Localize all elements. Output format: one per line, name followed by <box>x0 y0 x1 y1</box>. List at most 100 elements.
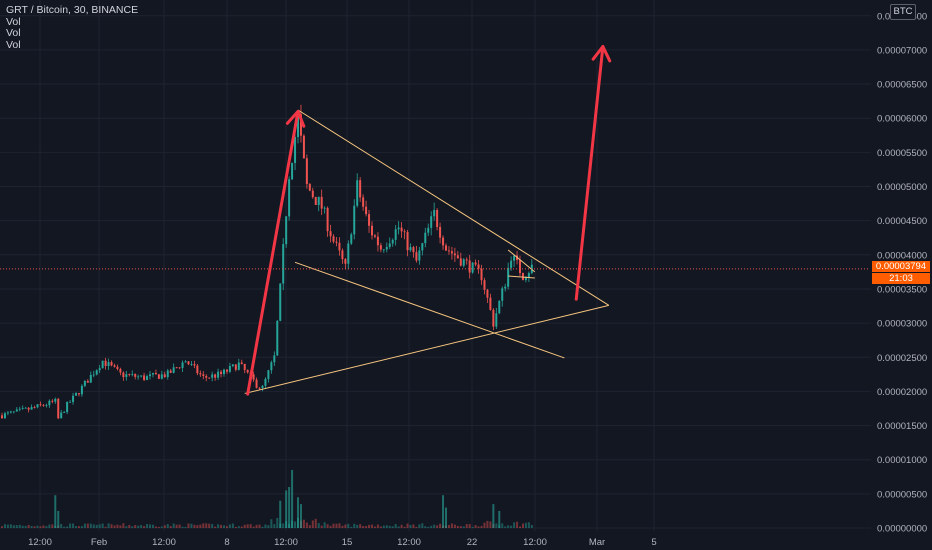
x-tick-label: Feb <box>91 537 107 548</box>
volume-spike <box>445 507 447 528</box>
symbol-title[interactable]: GRT / Bitcoin, 30, BINANCE <box>6 4 139 16</box>
volume-bar <box>220 524 223 528</box>
volume-bar <box>137 525 140 528</box>
volume-bar <box>89 523 92 528</box>
volume-bar <box>128 524 131 528</box>
volume-bar <box>199 524 202 528</box>
candle-body <box>223 369 225 375</box>
volume-bar <box>151 524 154 528</box>
trend-line <box>297 109 610 306</box>
volume-bar <box>80 526 83 528</box>
candle-body <box>276 320 279 356</box>
volume-bar <box>246 524 249 528</box>
volume-bar <box>157 526 160 528</box>
indicator-vol-2[interactable]: Vol <box>6 27 21 39</box>
volume-bar <box>172 523 175 528</box>
volume-bar <box>406 523 409 528</box>
volume-bar <box>524 522 527 528</box>
volume-bar <box>190 523 193 528</box>
y-tick-label: 0.00003500 <box>877 284 927 295</box>
candle-body <box>234 364 237 370</box>
time-scale[interactable] <box>0 531 871 550</box>
volume-bar <box>418 524 421 528</box>
candle-body <box>264 378 267 386</box>
volume-bar <box>196 525 199 528</box>
volume-bar <box>264 524 267 528</box>
volume-bar <box>519 526 521 528</box>
candle-body <box>445 245 447 251</box>
volume-bar <box>12 525 15 528</box>
candle-body <box>279 283 282 321</box>
volume-bar <box>415 526 418 528</box>
volume-bar <box>3 524 6 528</box>
volume-bar <box>394 524 397 528</box>
volume-bar <box>249 524 252 528</box>
candle-body <box>433 209 436 217</box>
volume-bar <box>110 524 113 528</box>
candle-body <box>329 231 332 237</box>
indicator-vol-3[interactable]: Vol <box>6 38 21 51</box>
candle-body <box>412 247 415 253</box>
volume-bar <box>15 525 18 528</box>
x-tick-label: 15 <box>342 537 353 548</box>
candle-body <box>439 226 442 238</box>
candle-body <box>450 251 453 254</box>
candle-body <box>160 374 163 379</box>
volume-bar <box>385 525 388 528</box>
volume-bar <box>83 523 86 528</box>
arrow-head <box>285 109 306 128</box>
volume-bar <box>474 525 477 528</box>
candle-body <box>305 158 308 184</box>
candle-body <box>498 300 501 314</box>
volume-bar <box>516 521 519 528</box>
candle-body <box>214 374 217 378</box>
volume-bar <box>382 525 385 528</box>
candle-body <box>459 258 462 266</box>
candle-body <box>480 268 483 281</box>
x-tick-label: Mar <box>589 537 605 548</box>
candle-body <box>51 400 54 402</box>
candle-body <box>504 286 507 289</box>
volume-bar <box>42 525 45 528</box>
volume-bar <box>134 525 137 528</box>
candle-body <box>400 227 403 232</box>
volume-spike <box>291 469 294 528</box>
volume-bar <box>51 524 54 528</box>
candle-body <box>347 243 350 264</box>
candle-body <box>353 205 356 235</box>
trend-line <box>294 261 565 359</box>
y-tick-label: 0.00002500 <box>877 353 927 364</box>
candle-body <box>294 137 297 163</box>
candle-body <box>163 374 166 378</box>
candle-body <box>9 411 12 413</box>
candle-body <box>92 374 95 376</box>
arrow-shaft <box>246 109 300 396</box>
volume-bar <box>234 526 237 528</box>
trend-line <box>508 275 535 279</box>
drawings[interactable] <box>244 44 612 396</box>
indicator-vol-1[interactable]: Vol <box>6 15 21 28</box>
volume-bar <box>365 526 368 528</box>
volume-bar <box>72 523 75 528</box>
candle-body <box>356 180 359 206</box>
candle-body <box>169 370 172 373</box>
candle-body <box>110 362 113 366</box>
volume-spike <box>285 490 288 528</box>
arrow-head <box>591 44 612 63</box>
candle-body <box>527 273 530 278</box>
candle-body <box>308 183 311 191</box>
y-tick-label: 0.00006000 <box>877 114 927 125</box>
volume-bar <box>489 521 492 528</box>
volume-bar <box>453 524 456 528</box>
candle-body <box>175 367 178 369</box>
candle-body <box>134 373 137 377</box>
candle-body <box>205 376 208 378</box>
volume-bar <box>347 523 350 528</box>
volume-bar <box>237 526 240 528</box>
candle-body <box>456 255 459 259</box>
volume-bar <box>60 523 63 528</box>
currency-badge[interactable]: BTC <box>890 4 916 20</box>
volume-bar <box>495 523 498 528</box>
candle-body <box>261 385 264 389</box>
